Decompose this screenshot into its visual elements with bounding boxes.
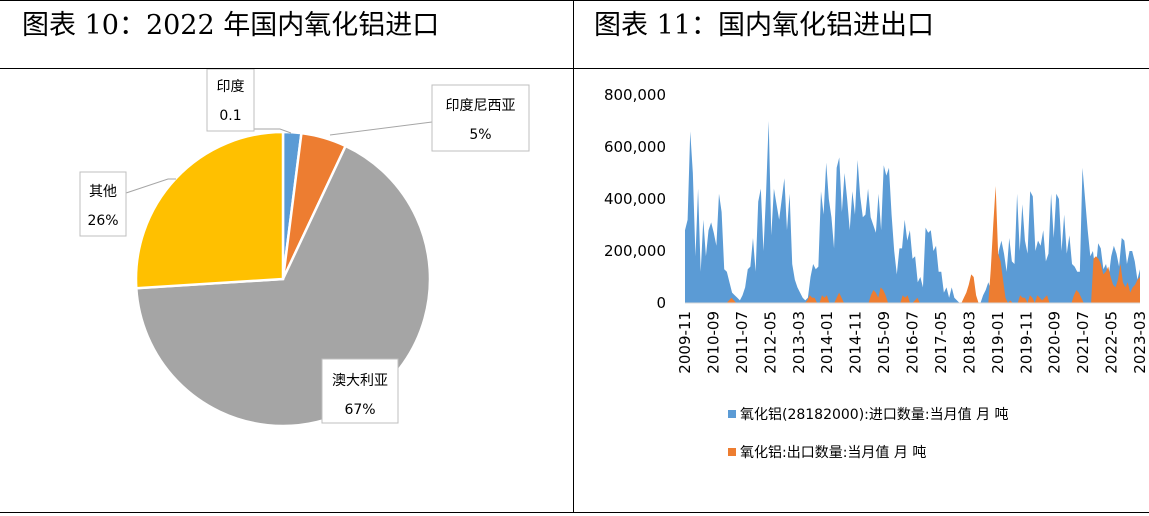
x-tick-label: 2019-11 (1017, 311, 1035, 374)
x-tick-label: 2015-09 (875, 311, 893, 374)
y-tick-label: 600,000 (604, 138, 666, 156)
leader-line-india (254, 128, 292, 134)
pie-label-indonesia-name: 印度尼西亚 (446, 98, 516, 114)
pie-label-india: 印度 0.1 (206, 69, 255, 132)
export-area (685, 186, 1140, 303)
leader-line-indonesia (329, 121, 433, 136)
x-tick-label: 2023-03 (1131, 311, 1149, 374)
x-tick-label: 2014-01 (818, 311, 836, 374)
pie-chart: 印度 0.1 印度尼西亚 5% 其他 26% 澳大利亚 67% (79, 69, 530, 428)
y-tick-label: 400,000 (604, 190, 666, 208)
pie-label-india-value: 0.1 (219, 108, 241, 124)
area-chart: 0 200,000 400,000 600,000 800,000 2009-11 201… (604, 86, 1149, 461)
pie-label-australia: 澳大利亚 67% (321, 358, 399, 424)
pie-label-other: 其他 26% (79, 171, 127, 237)
x-tick-label: 2020-09 (1046, 311, 1064, 374)
pie-slice-3 (134, 130, 285, 290)
y-tick-label: 0 (656, 294, 666, 312)
legend-swatch-export (728, 448, 736, 456)
legend: 氧化铝(28182000):进口数量:当月值 月 吨 氧化铝:出口数量:当月值 … (728, 407, 1009, 461)
x-tick-label: 2010-09 (704, 311, 722, 374)
x-tick-label: 2018-03 (960, 311, 978, 374)
pie-label-india-name: 印度 (217, 79, 245, 95)
top-border (0, 0, 1149, 1)
x-tick-label: 2009-11 (676, 311, 694, 374)
x-tick-label: 2013-03 (790, 311, 808, 374)
legend-swatch-import (728, 410, 736, 418)
leader-line-other (125, 178, 176, 194)
x-tick-label: 2011-07 (733, 311, 751, 374)
x-tick-label: 2017-05 (932, 311, 950, 374)
legend-label-import: 氧化铝(28182000):进口数量:当月值 月 吨 (740, 407, 1009, 423)
pie-label-other-value: 26% (87, 213, 118, 229)
legend-label-export: 氧化铝:出口数量:当月值 月 吨 (740, 445, 926, 461)
pie-label-other-name: 其他 (89, 184, 117, 200)
y-tick-label: 800,000 (604, 86, 666, 104)
pie-label-indonesia-value: 5% (469, 127, 491, 143)
x-tick-label: 2012-05 (761, 311, 779, 374)
pie-label-australia-name: 澳大利亚 (332, 373, 388, 389)
pie-chart-title: 图表 10：2022 年国内氧化铝进口 (22, 10, 440, 41)
area-chart-title: 图表 11：国内氧化铝进出口 (594, 10, 934, 41)
x-tick-label: 2014-11 (847, 311, 865, 374)
pie-label-australia-value: 67% (344, 402, 375, 418)
header-separator (0, 68, 1149, 69)
x-tick-label: 2019-01 (989, 311, 1007, 374)
x-tick-label: 2021-07 (1074, 311, 1092, 374)
y-tick-label: 200,000 (604, 242, 666, 260)
import-area (685, 121, 1140, 303)
x-tick-label: 2016-07 (904, 311, 922, 374)
x-tick-label: 2022-05 (1103, 311, 1121, 374)
bottom-border (0, 512, 1149, 513)
panel-divider (573, 0, 574, 513)
pie-label-indonesia: 印度尼西亚 5% (431, 84, 530, 152)
